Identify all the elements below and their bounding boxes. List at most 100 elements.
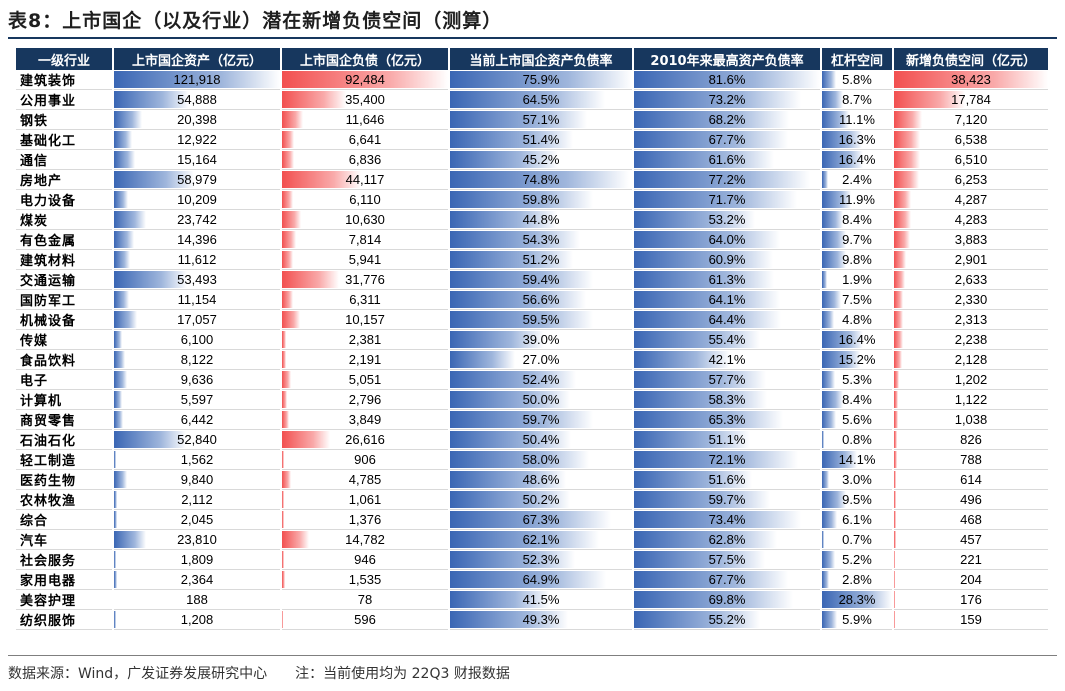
cell-industry-value: 机械设备: [20, 314, 77, 329]
data-bar: [634, 131, 789, 148]
table-row: 石油石化 52,840 26,616 50.4% 51.1% 0.8% 826: [16, 430, 1048, 450]
cell-new-debt-space: 204: [894, 570, 1048, 590]
cell-industry-value: 国防军工: [20, 294, 77, 309]
cell-debt-value: 26,616: [345, 432, 385, 447]
data-bar: [282, 571, 285, 588]
data-bar: [450, 231, 581, 248]
cell-debt: 596: [282, 610, 448, 630]
cell-new-debt-space-value: 221: [960, 552, 982, 567]
cell-leverage-space-value: 9.5%: [842, 492, 872, 507]
cell-max-ratio-value: 51.1%: [708, 432, 746, 447]
cell-leverage-space: 4.8%: [822, 310, 892, 330]
cell-assets-value: 17,057: [177, 312, 217, 327]
cell-leverage-space-value: 16.3%: [838, 132, 876, 147]
cell-new-debt-space-value: 17,784: [951, 92, 991, 107]
cell-current-ratio: 62.1%: [450, 530, 632, 550]
cell-leverage-space-value: 16.4%: [838, 332, 876, 347]
data-bar: [450, 551, 576, 568]
cell-new-debt-space: 468: [894, 510, 1048, 530]
cell-max-ratio-value: 62.8%: [708, 532, 746, 547]
cell-debt: 6,641: [282, 130, 448, 150]
cell-new-debt-space-value: 468: [960, 512, 982, 527]
cell-max-ratio: 58.3%: [634, 390, 820, 410]
cell-max-ratio: 53.2%: [634, 210, 820, 230]
cell-leverage-space: 1.9%: [822, 270, 892, 290]
cell-assets: 6,442: [114, 410, 280, 430]
cell-debt-value: 946: [354, 552, 376, 567]
data-bar: [450, 591, 550, 608]
cell-new-debt-space: 4,287: [894, 190, 1048, 210]
data-bar: [822, 191, 852, 208]
data-bar: [822, 171, 828, 188]
cell-leverage-space: 11.1%: [822, 110, 892, 130]
cell-debt: 2,796: [282, 390, 448, 410]
data-bar: [634, 91, 801, 108]
cell-industry: 汽车: [16, 530, 112, 550]
cell-debt: 946: [282, 550, 448, 570]
cell-leverage-space: 5.3%: [822, 370, 892, 390]
cell-current-ratio-value: 50.2%: [522, 492, 560, 507]
cell-leverage-space-value: 5.8%: [842, 72, 872, 87]
data-bar: [114, 271, 187, 288]
cell-industry-value: 交通运输: [20, 274, 77, 289]
data-bar: [282, 211, 302, 228]
cell-assets: 121,918: [114, 70, 280, 90]
cell-max-ratio: 77.2%: [634, 170, 820, 190]
data-bar: [114, 151, 135, 168]
cell-new-debt-space-value: 4,287: [954, 192, 988, 207]
data-bar: [822, 151, 863, 168]
cell-debt: 1,535: [282, 570, 448, 590]
cell-max-ratio: 64.0%: [634, 230, 820, 250]
table-row: 基础化工 12,922 6,641 51.4% 67.7% 16.3% 6,538: [16, 130, 1048, 150]
cell-new-debt-space: 2,330: [894, 290, 1048, 310]
cell-debt: 5,941: [282, 250, 448, 270]
cell-current-ratio-value: 27.0%: [522, 352, 560, 367]
cell-industry: 建筑装饰: [16, 70, 112, 90]
data-bar: [822, 251, 847, 268]
data-bar: [282, 391, 287, 408]
cell-debt-value: 1,376: [348, 512, 382, 527]
cell-assets-value: 23,742: [177, 212, 217, 227]
cell-current-ratio-value: 59.7%: [522, 412, 560, 427]
cell-assets-value: 15,164: [177, 152, 217, 167]
cell-current-ratio-value: 48.6%: [522, 472, 560, 487]
cell-new-debt-space: 2,313: [894, 310, 1048, 330]
cell-max-ratio-value: 61.3%: [708, 272, 746, 287]
cell-assets-value: 1,208: [180, 612, 214, 627]
cell-current-ratio-value: 41.5%: [522, 592, 560, 607]
cell-current-ratio: 54.3%: [450, 230, 632, 250]
header-leverage-space: 杠杆空间: [822, 48, 892, 70]
cell-leverage-space: 5.6%: [822, 410, 892, 430]
data-bar: [450, 571, 606, 588]
cell-leverage-space-value: 8.7%: [842, 92, 872, 107]
cell-new-debt-space-value: 2,901: [954, 252, 988, 267]
cell-max-ratio-value: 58.3%: [708, 392, 746, 407]
cell-new-debt-space-value: 457: [960, 532, 982, 547]
cell-assets: 23,810: [114, 530, 280, 550]
data-bar: [634, 411, 783, 428]
cell-current-ratio-value: 51.4%: [522, 132, 560, 147]
data-bar: [822, 611, 837, 628]
data-bar: [114, 451, 117, 468]
cell-assets-value: 12,922: [177, 132, 217, 147]
data-bar: [894, 411, 899, 428]
cell-leverage-space: 15.2%: [822, 350, 892, 370]
cell-assets: 6,100: [114, 330, 280, 350]
cell-new-debt-space: 221: [894, 550, 1048, 570]
cell-debt: 44,117: [282, 170, 448, 190]
data-bar: [634, 291, 781, 308]
table-row: 房地产 58,979 44,117 74.8% 77.2% 2.4% 6,253: [16, 170, 1048, 190]
cell-max-ratio: 81.6%: [634, 70, 820, 90]
data-bar: [450, 451, 590, 468]
cell-industry: 电力设备: [16, 190, 112, 210]
cell-industry-value: 电力设备: [20, 194, 77, 209]
cell-max-ratio-value: 73.2%: [708, 92, 746, 107]
data-bar: [822, 371, 836, 388]
cell-new-debt-space-value: 2,238: [954, 332, 988, 347]
data-bar: [282, 411, 289, 428]
data-bar: [634, 491, 771, 508]
cell-industry-value: 纺织服饰: [20, 614, 77, 629]
cell-leverage-space-value: 15.2%: [838, 352, 876, 367]
cell-current-ratio: 59.8%: [450, 190, 632, 210]
data-bar: [634, 351, 730, 368]
